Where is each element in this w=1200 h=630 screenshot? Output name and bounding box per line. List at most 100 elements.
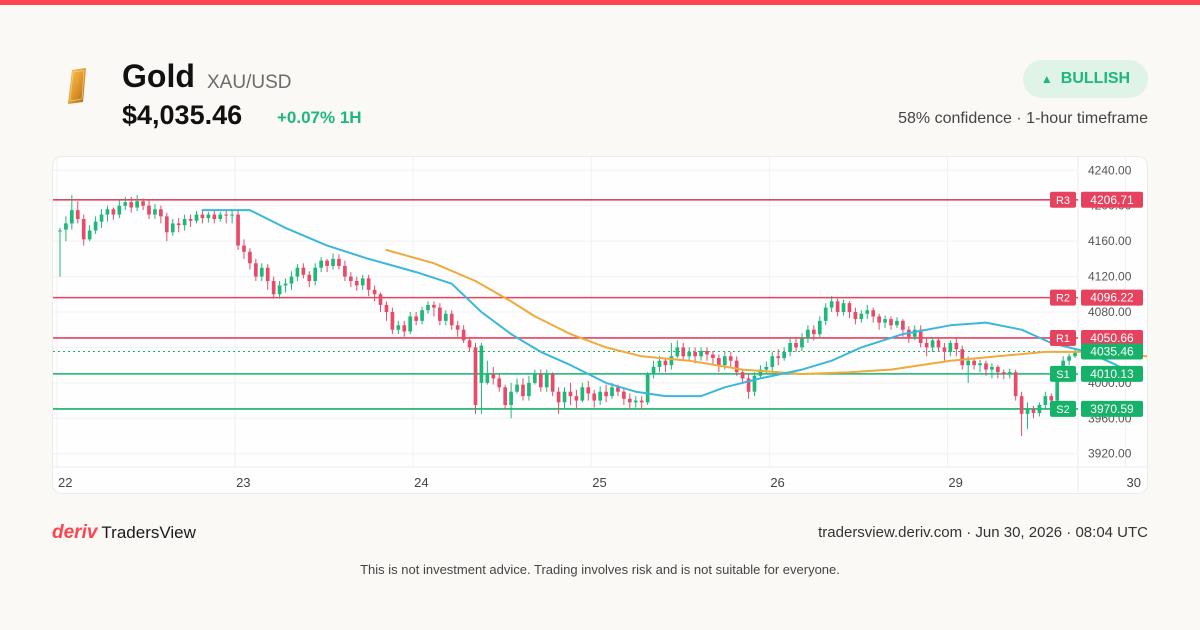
candle-body (722, 356, 727, 366)
level-name-bg (1050, 289, 1076, 306)
candle-body (598, 391, 602, 401)
candle-body (153, 209, 157, 215)
level-value-bg (1081, 329, 1143, 346)
current-price-tag-bg (1081, 343, 1143, 360)
candles (58, 195, 1077, 436)
level-value-bg (1081, 365, 1143, 382)
candle-body (592, 393, 597, 401)
candle-body (871, 310, 876, 317)
candle-body (467, 340, 472, 348)
candle-body (544, 374, 549, 388)
candle-body (491, 374, 496, 379)
signal-label: BULLISH (1060, 70, 1131, 87)
candle-body (734, 360, 739, 373)
asset-name: Gold (122, 58, 195, 94)
candle-body (313, 267, 318, 281)
candle-body (728, 356, 733, 361)
candle-body (396, 325, 401, 330)
candle-body (616, 387, 620, 392)
level-tag-r1: R1 4050.66 (1050, 329, 1143, 346)
candle-body (1001, 372, 1006, 374)
candle-body (509, 391, 513, 405)
candle-body (823, 307, 828, 321)
level-name-bg (1050, 329, 1076, 346)
x-tick-label: 25 (592, 475, 606, 490)
candle-body (473, 347, 478, 405)
candle-body (337, 258, 341, 266)
candle-body (1025, 409, 1030, 414)
brand-traders-view: TradersView (101, 523, 196, 542)
candle-body (170, 223, 175, 233)
candle-body (687, 351, 692, 357)
candle-body (770, 356, 775, 367)
candle-body (224, 214, 229, 216)
candle-body (99, 214, 104, 222)
signal-info: 58% confidence · 1-hour timeframe (898, 110, 1148, 127)
candle-body (111, 209, 116, 215)
candle-body (740, 372, 745, 379)
candle-body (978, 363, 982, 366)
level-name: S2 (1056, 404, 1069, 416)
candle-body (521, 384, 525, 397)
candle-body (497, 378, 502, 388)
candle-body (901, 320, 905, 330)
candle-body (1007, 372, 1012, 374)
brand-logo[interactable]: deriv TradersView (52, 522, 196, 544)
candle-body (657, 360, 662, 367)
level-name-bg (1050, 191, 1076, 208)
level-value-bg (1081, 400, 1143, 417)
candle-body (984, 363, 988, 370)
y-tick-label: 3920.00 (1088, 447, 1132, 461)
brand-deriv: deriv (52, 522, 98, 543)
x-tick-label: 22 (58, 475, 72, 490)
candle-body (402, 325, 407, 332)
candle-body (533, 374, 537, 383)
price-chart[interactable]: 4240.004200.004160.004120.004080.004040.… (52, 156, 1148, 494)
candle-body (147, 205, 151, 215)
candle-body (242, 245, 246, 252)
candle-body (788, 343, 792, 352)
candle-body (259, 267, 264, 277)
level-tag-s2: S2 3970.59 (1050, 400, 1143, 417)
candle-body (432, 304, 436, 308)
signal-badge: ▲ BULLISH (1023, 60, 1148, 98)
candle-body (817, 320, 822, 335)
moving-averages (201, 209, 1147, 398)
x-tick-label: 24 (414, 475, 428, 490)
current-price-tag: 4035.46 (1090, 344, 1134, 358)
y-tick-label: 4120.00 (1088, 270, 1132, 284)
candle-body (681, 347, 686, 357)
candle-body (1037, 405, 1042, 413)
candle-body (188, 219, 193, 221)
candle-body (384, 304, 389, 312)
candle-body (443, 313, 448, 321)
candle-body (93, 221, 98, 231)
candle-body (1055, 374, 1060, 401)
candle-body (627, 398, 632, 403)
triangle-up-icon: ▲ (1040, 72, 1053, 86)
candle-body (1031, 409, 1036, 413)
candle-body (343, 265, 347, 277)
x-tick-label: 23 (236, 475, 250, 490)
candle-body (1043, 396, 1048, 405)
current-price: $4,035.46 (122, 100, 243, 130)
candle-body (895, 320, 899, 326)
candle-body (651, 366, 656, 374)
candle-body (354, 281, 359, 286)
candle-body (265, 267, 270, 281)
candle-body (248, 251, 252, 264)
candle-body (604, 391, 608, 397)
sr-levels (53, 198, 1078, 410)
candle-body (438, 307, 442, 321)
candle-body (378, 294, 383, 305)
candle-body (366, 278, 371, 290)
level-value: 4050.66 (1090, 331, 1134, 345)
candle-body (289, 276, 294, 284)
candle-body (847, 303, 852, 312)
axis-labels: 4240.004200.004160.004120.004080.004040.… (58, 163, 1143, 490)
candle-body (64, 223, 68, 230)
candle-body (206, 214, 211, 219)
candle-body (159, 209, 163, 217)
candle-body (348, 276, 353, 281)
level-value-bg (1081, 289, 1143, 306)
